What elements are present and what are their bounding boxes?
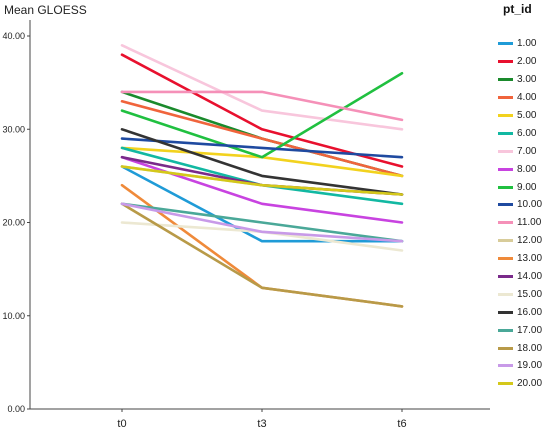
legend-label: 19.00 <box>517 360 543 372</box>
legend-item: 8.00 <box>498 160 550 178</box>
series-line-19.00 <box>120 202 404 243</box>
legend-swatch <box>498 42 513 46</box>
y-axis-label: Mean GLOESS <box>4 3 87 17</box>
legend-item: 3.00 <box>498 71 550 89</box>
legend-item: 12.00 <box>498 232 550 250</box>
series-line-9.00 <box>120 72 404 159</box>
legend-swatch <box>498 78 513 82</box>
legend-item: 20.00 <box>498 375 550 393</box>
legend-item: 1.00 <box>498 35 550 53</box>
legend-swatch <box>498 328 513 332</box>
legend-label: 3.00 <box>517 74 537 86</box>
legend-item: 13.00 <box>498 250 550 268</box>
series-line-17.00 <box>120 202 404 243</box>
legend-item: 16.00 <box>498 303 550 321</box>
series-line-11.00 <box>120 90 404 122</box>
series-line-3.00 <box>120 90 404 178</box>
y-tick-label: 0.00 <box>7 404 25 414</box>
legend-item: 4.00 <box>498 89 550 107</box>
legend-swatch <box>498 60 513 64</box>
legend-swatch <box>498 149 513 153</box>
legend-swatch <box>498 203 513 207</box>
legend-label: 12.00 <box>517 235 543 247</box>
legend-swatch <box>498 131 513 135</box>
legend-swatch <box>498 185 513 189</box>
legend-label: 7.00 <box>517 145 537 157</box>
legend-label: 20.00 <box>517 378 543 390</box>
legend-item: 7.00 <box>498 142 550 160</box>
legend-label: 4.00 <box>517 92 537 104</box>
legend-swatch <box>498 221 513 225</box>
legend-label: 17.00 <box>517 324 543 336</box>
legend-label: 5.00 <box>517 110 537 121</box>
series-line-4.00 <box>120 100 404 178</box>
series-line-7.00 <box>120 43 404 131</box>
legend-item: 19.00 <box>498 357 550 375</box>
legend-label: 11.00 <box>517 217 542 229</box>
legend-title: pt_id <box>503 2 532 16</box>
legend-swatch <box>498 364 513 368</box>
x-tick-label: t3 <box>257 418 266 430</box>
legend: 1.00 2.00 3.00 4.00 5.00 6.00 7.00 8.00 9.00 10.0… <box>498 35 550 393</box>
legend-swatch <box>498 96 513 100</box>
legend-swatch <box>498 382 513 386</box>
legend-item: 2.00 <box>498 53 550 71</box>
legend-label: 2.00 <box>517 56 537 68</box>
legend-label: 8.00 <box>517 163 537 175</box>
legend-label: 10.00 <box>517 199 543 211</box>
legend-label: 9.00 <box>517 181 537 193</box>
legend-swatch <box>498 275 513 279</box>
series-line-10.00 <box>120 137 404 159</box>
legend-item: 14.00 <box>498 268 550 286</box>
legend-item: 6.00 <box>498 124 550 142</box>
legend-swatch <box>498 167 513 171</box>
legend-label: 6.00 <box>517 127 537 139</box>
legend-item: 9.00 <box>498 178 550 196</box>
y-tick-label: 20.00 <box>2 218 25 228</box>
legend-swatch <box>498 346 513 350</box>
legend-label: 18.00 <box>517 342 543 354</box>
legend-label: 15.00 <box>517 288 543 300</box>
legend-label: 1.00 <box>517 38 537 50</box>
series-lines <box>120 43 404 308</box>
series-line-1.00 <box>120 165 404 243</box>
series-line-18.00 <box>120 202 404 308</box>
legend-item: 15.00 <box>498 285 550 303</box>
legend-item: 10.00 <box>498 196 550 214</box>
tick-labels: 0.00 10.00 20.00 30.00 40.00 t0 t3 t6 <box>2 31 406 430</box>
legend-swatch <box>498 239 513 243</box>
legend-swatch <box>498 114 513 117</box>
series-line-20.00 <box>120 165 404 196</box>
chart-axes <box>27 20 490 412</box>
legend-item: 5.00 <box>498 107 550 125</box>
legend-item: 17.00 <box>498 321 550 339</box>
series-line-16.00 <box>120 128 404 196</box>
y-tick-label: 10.00 <box>2 311 25 321</box>
x-tick-label: t6 <box>397 418 406 430</box>
legend-label: 16.00 <box>517 306 543 318</box>
y-tick-label: 40.00 <box>2 31 25 41</box>
y-tick-label: 30.00 <box>2 124 25 134</box>
legend-item: 11.00 <box>498 214 550 232</box>
legend-swatch <box>498 292 513 296</box>
legend-swatch <box>498 310 513 314</box>
legend-swatch <box>498 257 513 261</box>
legend-item: 18.00 <box>498 339 550 357</box>
legend-label: 13.00 <box>517 253 543 265</box>
x-tick-label: t0 <box>117 418 126 430</box>
legend-label: 14.00 <box>517 271 543 283</box>
